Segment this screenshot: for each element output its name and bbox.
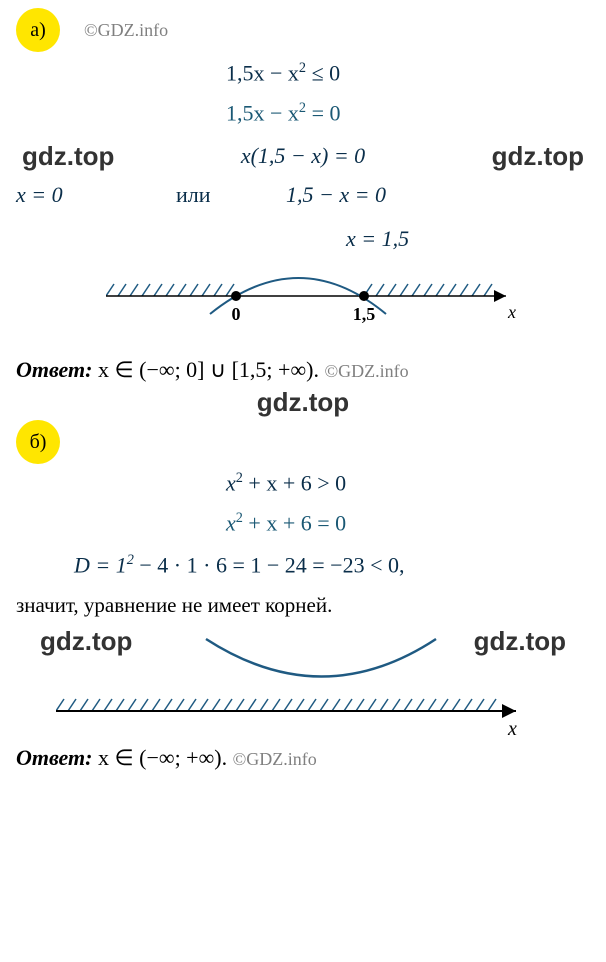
case-mid: или [176, 182, 286, 208]
svg-text:0: 0 [232, 304, 241, 324]
answer-body-b: x ∈ (−∞; +∞). [98, 745, 227, 770]
watermark-gdzinfo-2: ©GDZ.info [324, 361, 408, 381]
part-a-mathblock: 1,5x − x2 ≤ 0 1,5x − x2 = 0 [226, 60, 590, 127]
b-eq2-exp: 2 [236, 510, 243, 526]
discr-tail: − 4 · 1 · 6 = 1 − 24 = −23 < 0, [134, 553, 405, 578]
watermark-gdztop-2: gdz.top [492, 141, 584, 172]
part-a-row-factored: gdz.top x(1,5 − x) = 0 gdz.top [16, 141, 590, 172]
part-a-answer: Ответ: x ∈ (−∞; 0] ∪ [1,5; +∞). ©GDZ.inf… [16, 357, 590, 383]
watermark-gdzinfo-1: ©GDZ.info [84, 20, 168, 41]
eq1-tail: ≤ 0 [306, 60, 340, 85]
b-eq2-tail: + x + 6 = 0 [243, 510, 346, 535]
eq2-tail: = 0 [306, 101, 340, 126]
watermark-gdztop-4: gdz.top [40, 626, 132, 657]
part-b-answer: Ответ: x ∈ (−∞; +∞). ©GDZ.info [16, 745, 590, 771]
svg-text:x: x [507, 302, 516, 322]
b-eq1-base: x [226, 470, 236, 495]
part-a-eq2: 1,5x − x2 = 0 [226, 100, 341, 126]
watermark-gdztop-center: gdz.top [16, 387, 590, 418]
discr-pre: D = 1 [74, 553, 127, 578]
case-right: 1,5 − x = 0 [286, 182, 386, 208]
answer-body-a: x ∈ (−∞; 0] ∪ [1,5; +∞). [98, 357, 319, 382]
eq2-base: 1,5x − x [226, 101, 299, 126]
eq1-exp: 2 [299, 60, 306, 76]
eq1-base: 1,5x − x [226, 60, 299, 85]
eq2-exp: 2 [299, 100, 306, 116]
part-a-eq1: 1,5x − x2 ≤ 0 [226, 60, 340, 86]
part-b-note: значит, уравнение не имеет корней. [16, 593, 590, 618]
part-a-eq3: x(1,5 − x) = 0 [241, 143, 365, 169]
svg-text:x: x [507, 718, 517, 739]
part-b-mathblock: x2 + x + 6 > 0 x2 + x + 6 = 0 [226, 470, 590, 537]
answer-label-a: Ответ: [16, 357, 92, 382]
part-b-eq1: x2 + x + 6 > 0 [226, 470, 346, 496]
part-b-discr: D = 12 − 4 · 1 · 6 = 1 − 24 = −23 < 0, [74, 552, 590, 578]
b-eq1-exp: 2 [236, 470, 243, 486]
part-b-header: б) [16, 420, 590, 464]
part-b-label: б) [16, 420, 60, 464]
watermark-gdztop-5: gdz.top [474, 626, 566, 657]
watermark-gdztop-1: gdz.top [22, 141, 114, 172]
part-a-header: а) ©GDZ.info [16, 8, 590, 52]
svg-text:1,5: 1,5 [353, 304, 376, 324]
part-a-cases: x = 0 или 1,5 − x = 0 [16, 182, 590, 208]
case-left: x = 0 [16, 182, 176, 208]
part-a-sol: x = 1,5 [346, 226, 590, 252]
part-a-label: а) [16, 8, 60, 52]
watermark-gdzinfo-3: ©GDZ.info [233, 749, 317, 769]
watermark-gdztop-3: gdz.top [257, 387, 349, 417]
b-eq1-tail: + x + 6 > 0 [243, 470, 346, 495]
discr-exp: 2 [127, 552, 134, 568]
answer-label-b: Ответ: [16, 745, 92, 770]
part-b-eq2: x2 + x + 6 = 0 [226, 510, 346, 536]
part-a-numberline: 0 1,5 x [106, 254, 590, 339]
b-eq2-base: x [226, 510, 236, 535]
